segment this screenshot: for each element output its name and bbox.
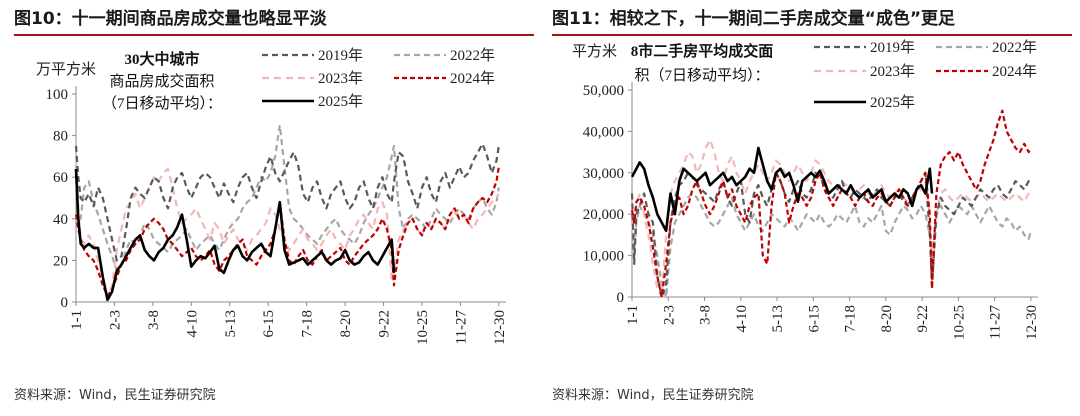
chart-title-line: 30大中城市: [124, 50, 199, 68]
x-tick-label: 10-25: [951, 305, 967, 340]
right-source: 资料来源：Wind，民生证券研究院: [552, 388, 754, 403]
left-panel: 图10：十一期间商品房成交量也略显平淡 0 20 40 60 80 100 1-1 2-3 3-…: [14, 0, 534, 416]
series-line-2023: [630, 138, 1032, 299]
legend-item-2025: 2025年: [262, 93, 363, 110]
x-tick-label: 12-30: [1024, 305, 1040, 340]
right-figure-title: 图11：相较之下，十一期间二手房成交量“成色”更足: [552, 9, 956, 29]
x-tick-label: 6-15: [261, 310, 277, 338]
y-tick-label: 10,000: [583, 249, 624, 265]
y-axis-unit-label: 万平方米: [36, 61, 96, 78]
series-line-2024: [630, 109, 1032, 299]
y-tick-label: 30,000: [583, 166, 624, 182]
legend-label: 2024年: [992, 63, 1037, 80]
y-tick-label: 40: [53, 212, 68, 228]
legend-item-2024: 2024年: [936, 63, 1037, 80]
x-tick-label: 1-1: [69, 310, 85, 330]
x-tick-label: 9-22: [377, 310, 393, 338]
y-tick-label: 50,000: [583, 83, 624, 99]
x-tick-label: 2-3: [107, 310, 123, 330]
legend-label: 2024年: [450, 70, 495, 87]
right-panel: 图11：相较之下，十一期间二手房成交量“成色”更足 0 10,000 20,000 3…: [552, 0, 1072, 416]
legend-label: 2025年: [870, 94, 915, 111]
x-tick-label: 8-20: [338, 310, 354, 338]
x-tick-label: 9-22: [915, 305, 931, 333]
legend-label: 2019年: [870, 39, 915, 56]
chart-title-line: 8市二手房平均成交面: [631, 42, 774, 60]
y-tick-label: 80: [53, 129, 68, 145]
series-line-2019: [630, 171, 1032, 299]
legend-item-2025: 2025年: [814, 94, 915, 111]
x-tick-label: 2-3: [661, 305, 677, 325]
series-line-2023: [74, 156, 500, 297]
y-axis-unit-label: 平方米: [572, 43, 617, 60]
left-chart: 0 20 40 60 80 100 1-1 2-3 3-8 4-10 5-13 6-15 7-18 8-2…: [36, 47, 508, 345]
y-tick-label: 0: [61, 295, 69, 311]
x-tick-label: 7-18: [300, 310, 316, 338]
legend-item-2022: 2022年: [394, 47, 495, 64]
chart-title-line: 积（7日移动平均）：: [634, 67, 769, 84]
series-line-2022: [630, 192, 1032, 299]
right-title-rule: [552, 34, 1072, 36]
legend-label: 2025年: [318, 93, 363, 110]
series-line-2024: [74, 166, 500, 297]
legend-item-2023: 2023年: [814, 63, 915, 80]
y-tick-label: 60: [53, 170, 68, 186]
x-tick-label: 12-30: [492, 310, 508, 345]
x-tick-label: 8-20: [879, 305, 895, 333]
legend-label: 2022年: [450, 47, 495, 64]
legend-label: 2023年: [318, 70, 363, 87]
right-chart: 0 10,000 20,000 30,000 40,000 50,000 1-1 2-3 3-8…: [572, 39, 1040, 340]
legend-item-2019: 2019年: [814, 39, 915, 56]
left-source: 资料来源：Wind，民生证券研究院: [14, 388, 216, 403]
chart-title-line: 商品房成交面积: [109, 72, 214, 90]
series-line-2025: [630, 146, 934, 233]
x-tick-label: 4-10: [734, 305, 750, 333]
y-tick-label: 0: [617, 290, 625, 306]
chart-title-line: （7日移动平均）：: [102, 95, 222, 112]
x-tick-label: 11-27: [453, 310, 469, 345]
x-tick-label: 6-15: [806, 305, 822, 333]
x-tick-label: 11-27: [988, 305, 1004, 340]
x-tick-label: 10-25: [415, 310, 431, 345]
left-title-rule: [14, 34, 534, 36]
x-tick-label: 3-8: [698, 305, 714, 325]
x-tick-label: 4-10: [184, 310, 200, 338]
y-tick-label: 20,000: [583, 207, 624, 223]
left-figure-title: 图10：十一期间商品房成交量也略显平淡: [14, 9, 327, 29]
x-tick-label: 3-8: [146, 310, 162, 330]
y-tick-label: 100: [46, 87, 69, 103]
legend-item-2019: 2019年: [262, 47, 363, 64]
y-tick-label: 40,000: [583, 124, 624, 140]
x-tick-label: 1-1: [625, 305, 641, 325]
x-tick-label: 5-13: [223, 310, 239, 338]
series-line-2025: [74, 168, 396, 302]
legend-item-2022: 2022年: [936, 39, 1037, 56]
legend-label: 2023年: [870, 63, 915, 80]
x-tick-label: 5-13: [770, 305, 786, 333]
series-line-2022: [74, 124, 500, 272]
x-tick-label: 7-18: [843, 305, 859, 333]
y-tick-label: 20: [53, 253, 68, 269]
legend-item-2023: 2023年: [262, 70, 363, 87]
legend-label: 2022年: [992, 39, 1037, 56]
legend-item-2024: 2024年: [394, 70, 495, 87]
legend-label: 2019年: [318, 47, 363, 64]
series-line-2019: [74, 142, 500, 262]
